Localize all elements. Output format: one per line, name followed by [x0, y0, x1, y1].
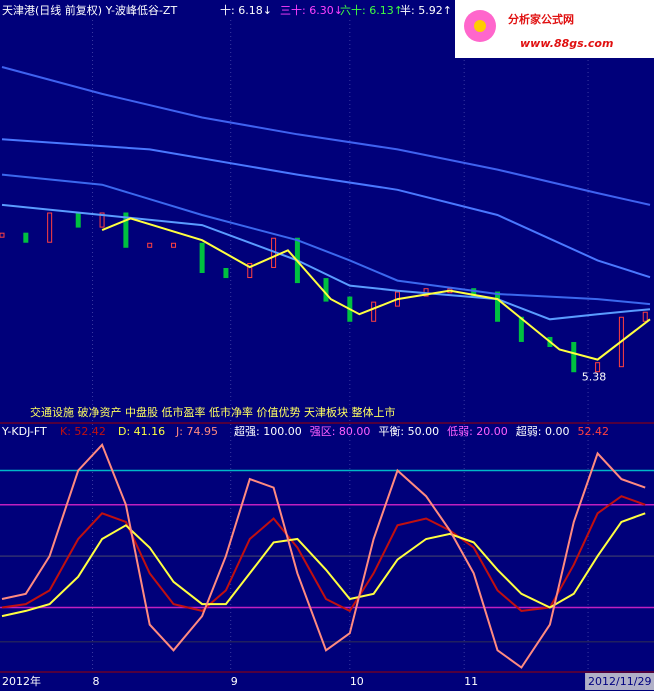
ma-line [1, 203, 651, 321]
kdj-line [1, 495, 646, 613]
level-label: 超强: 100.00 [234, 424, 302, 438]
indicator-title: Y-KDJ-FT [1, 425, 47, 438]
level-label: 低弱: 20.00 [447, 425, 508, 438]
last-value: 52.42 [578, 425, 610, 438]
candle [642, 311, 648, 322]
candle [147, 242, 153, 248]
candle [571, 342, 577, 373]
logo-url: www.88gs.com [520, 37, 613, 50]
x-tick-label: 2012/11/29 [588, 675, 651, 688]
ma-line [101, 217, 651, 361]
candle [171, 242, 177, 248]
x-tick-label: 9 [231, 675, 238, 688]
candle [471, 288, 477, 297]
candle [99, 212, 105, 228]
header-item: 半: 5.92↑ [400, 3, 452, 17]
candle [223, 268, 229, 279]
level-label: 平衡: 50.00 [378, 425, 439, 438]
header-item: 三十: 6.30↓ [280, 3, 343, 17]
candle [0, 232, 5, 238]
x-tick-label: 8 [93, 675, 100, 688]
candle [23, 232, 29, 243]
candle [123, 212, 129, 248]
candle [495, 291, 501, 322]
x-tick-label: 11 [464, 675, 478, 688]
ma-line [1, 173, 651, 306]
candle [247, 262, 253, 279]
ma-line [1, 66, 651, 206]
ma-line [1, 138, 651, 279]
date-highlight [585, 673, 654, 690]
legend-entry: K: 52.42 [60, 425, 106, 438]
level-label: 超弱: 0.00 [516, 424, 570, 438]
x-tick-label: 10 [350, 675, 364, 688]
candle [595, 362, 601, 373]
candle [323, 278, 329, 302]
candle [75, 212, 81, 228]
logo-center [474, 20, 486, 32]
logo-name: 分析家公式网 [508, 12, 574, 26]
legend-entry: J: 74.95 [175, 425, 218, 438]
header-item: 六十: 6.13↑ [340, 3, 403, 17]
logo: 分析家公式网 www.88gs.com [455, 0, 654, 58]
concepts: 交通设施 破净资产 中盘股 低市盈率 低市净率 价值优势 天津板块 整体上市 [30, 405, 395, 419]
header-item: 十: 6.18↓ [220, 3, 272, 17]
x-tick-label: 2012年 [2, 674, 41, 688]
candle [47, 212, 53, 243]
kdj-line [1, 442, 646, 669]
candle [371, 301, 377, 322]
low-label: 5.38 [582, 371, 607, 384]
kdj-line [1, 512, 646, 618]
candle [199, 242, 205, 273]
level-label: 强区: 80.00 [310, 425, 371, 438]
header-title: 天津港(日线 前复权) Y-波峰低谷-ZT [2, 3, 177, 17]
legend-entry: D: 41.16 [118, 425, 165, 438]
